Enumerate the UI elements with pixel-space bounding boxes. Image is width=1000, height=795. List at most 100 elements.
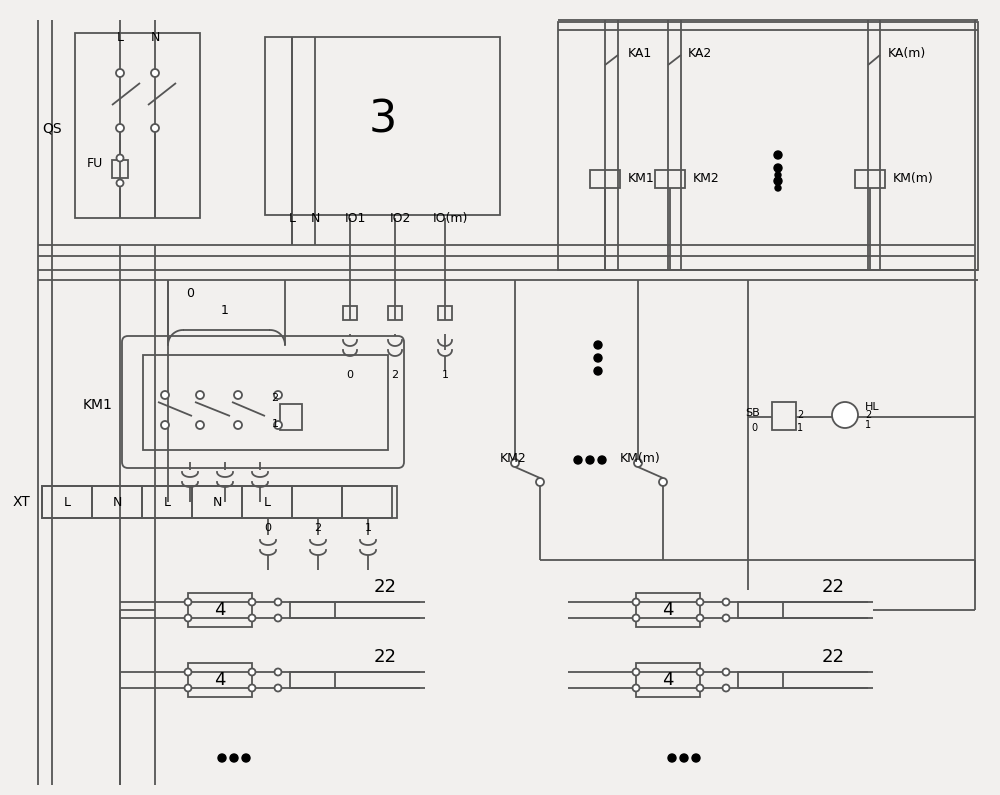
- Text: KM2: KM2: [693, 172, 720, 184]
- Circle shape: [696, 599, 704, 606]
- Text: N: N: [150, 30, 160, 44]
- Text: 1: 1: [865, 420, 871, 430]
- Circle shape: [775, 172, 781, 178]
- Circle shape: [774, 177, 782, 185]
- Circle shape: [117, 154, 124, 161]
- Circle shape: [234, 391, 242, 399]
- Text: 4: 4: [214, 601, 226, 619]
- Text: 1: 1: [365, 523, 372, 533]
- Circle shape: [275, 599, 282, 606]
- Text: FU: FU: [87, 157, 103, 169]
- Text: 22: 22: [374, 648, 397, 666]
- Circle shape: [117, 180, 124, 187]
- Circle shape: [832, 402, 858, 428]
- Bar: [112, 160, 128, 178]
- Text: KA1: KA1: [628, 46, 652, 60]
- Text: 1: 1: [221, 304, 229, 316]
- Text: N: N: [310, 211, 320, 224]
- Bar: [42, 486, 92, 518]
- Text: L: L: [289, 211, 296, 224]
- Text: KA2: KA2: [688, 46, 712, 60]
- Text: 1: 1: [442, 370, 449, 380]
- Bar: [75, 33, 200, 218]
- Circle shape: [668, 754, 676, 762]
- Text: L: L: [117, 30, 124, 44]
- Text: XT: XT: [12, 495, 30, 509]
- Circle shape: [185, 684, 192, 692]
- Circle shape: [116, 124, 124, 132]
- Circle shape: [196, 421, 204, 429]
- Text: QS: QS: [42, 121, 62, 135]
- Text: SB: SB: [745, 408, 760, 418]
- Text: 0: 0: [752, 423, 758, 433]
- Text: N: N: [212, 495, 222, 509]
- Bar: [188, 663, 252, 697]
- Circle shape: [161, 391, 169, 399]
- Text: N: N: [112, 495, 122, 509]
- Circle shape: [696, 684, 704, 692]
- Text: 2: 2: [271, 393, 279, 403]
- Circle shape: [598, 456, 606, 464]
- FancyBboxPatch shape: [122, 336, 404, 468]
- Circle shape: [574, 456, 582, 464]
- Text: 0: 0: [265, 523, 272, 533]
- Bar: [290, 672, 335, 688]
- Bar: [655, 170, 685, 188]
- Text: L: L: [164, 495, 171, 509]
- Circle shape: [586, 456, 594, 464]
- Text: 2: 2: [391, 370, 399, 380]
- Circle shape: [242, 754, 250, 762]
- Circle shape: [185, 599, 192, 606]
- Circle shape: [722, 684, 730, 692]
- Circle shape: [275, 615, 282, 622]
- Text: IO(m): IO(m): [432, 211, 468, 224]
- Circle shape: [634, 459, 642, 467]
- Circle shape: [185, 669, 192, 676]
- Text: HL: HL: [865, 402, 880, 412]
- Circle shape: [722, 615, 730, 622]
- Text: 0: 0: [186, 286, 194, 300]
- Text: 2: 2: [797, 410, 803, 420]
- Circle shape: [774, 164, 782, 172]
- Text: KM(m): KM(m): [893, 172, 934, 184]
- Text: 1: 1: [797, 423, 803, 433]
- Circle shape: [274, 421, 282, 429]
- Circle shape: [633, 615, 640, 622]
- Bar: [242, 486, 292, 518]
- Text: 2: 2: [314, 523, 322, 533]
- Circle shape: [230, 754, 238, 762]
- Circle shape: [722, 599, 730, 606]
- Circle shape: [696, 669, 704, 676]
- Bar: [280, 404, 302, 430]
- Circle shape: [275, 669, 282, 676]
- Circle shape: [151, 124, 159, 132]
- Bar: [265, 37, 500, 215]
- Circle shape: [116, 69, 124, 77]
- Circle shape: [696, 615, 704, 622]
- Circle shape: [218, 754, 226, 762]
- Text: IO1: IO1: [344, 211, 366, 224]
- Circle shape: [274, 391, 282, 399]
- Text: KM(m): KM(m): [620, 452, 661, 464]
- Text: L: L: [64, 495, 71, 509]
- Text: L: L: [264, 495, 271, 509]
- Bar: [558, 22, 978, 270]
- Circle shape: [692, 754, 700, 762]
- Text: 3: 3: [369, 99, 397, 142]
- Circle shape: [196, 391, 204, 399]
- Bar: [772, 402, 796, 430]
- Bar: [292, 486, 342, 518]
- Circle shape: [536, 478, 544, 486]
- Circle shape: [722, 669, 730, 676]
- Circle shape: [633, 599, 640, 606]
- Text: KM1: KM1: [628, 172, 655, 184]
- Circle shape: [249, 669, 256, 676]
- Bar: [142, 486, 192, 518]
- Bar: [342, 486, 392, 518]
- Bar: [290, 602, 335, 618]
- Bar: [188, 593, 252, 627]
- Text: 22: 22: [822, 578, 844, 596]
- Text: 4: 4: [662, 671, 674, 689]
- Text: KM1: KM1: [82, 398, 112, 412]
- Circle shape: [594, 354, 602, 362]
